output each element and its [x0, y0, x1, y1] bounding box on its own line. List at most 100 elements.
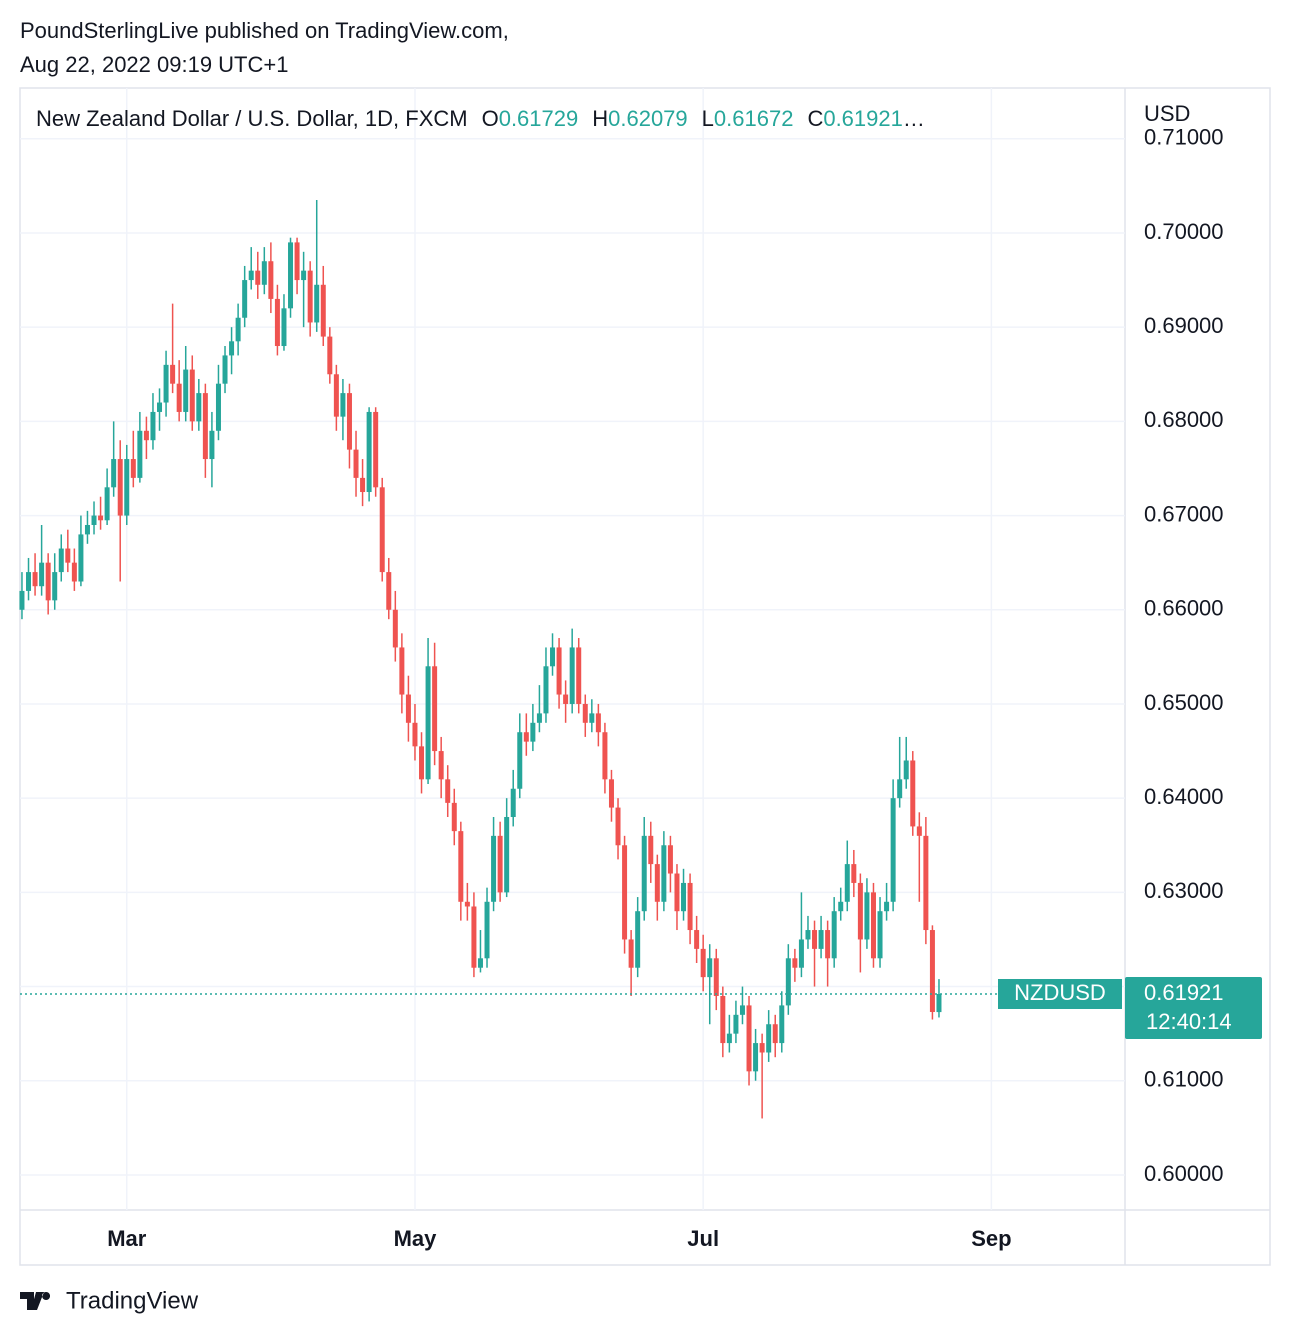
- candle-body: [936, 994, 942, 1013]
- candle-body: [419, 746, 425, 780]
- candle-body: [19, 590, 25, 610]
- candle-body: [556, 647, 562, 695]
- candle-body: [576, 647, 582, 704]
- candle-body: [707, 958, 713, 978]
- candle-body: [117, 459, 123, 516]
- candle-body: [543, 666, 549, 714]
- candle-body: [327, 336, 333, 375]
- price-tag: [1125, 977, 1262, 1040]
- candle-body: [923, 835, 929, 931]
- candle-body: [445, 779, 451, 803]
- candle-body: [530, 722, 536, 742]
- candle-body: [563, 694, 569, 704]
- candle-body: [170, 364, 176, 384]
- candle-body: [176, 383, 182, 412]
- candle-body: [897, 779, 903, 799]
- price-label: 0.61921: [1144, 980, 1224, 1005]
- candle-body: [569, 647, 575, 704]
- candle-body: [45, 562, 51, 601]
- candle-body: [772, 1024, 778, 1044]
- candle-body: [851, 864, 857, 883]
- candle-body: [222, 355, 228, 384]
- y-tick-label: 0.64000: [1144, 784, 1224, 809]
- candle-body: [550, 647, 556, 667]
- candle-body: [818, 930, 824, 949]
- candle-body: [399, 647, 405, 695]
- candle-body: [510, 788, 516, 818]
- candle-body: [667, 845, 673, 874]
- candle-body: [143, 430, 149, 441]
- candle-body: [104, 487, 110, 521]
- candle-body: [890, 798, 896, 902]
- candle-body: [857, 882, 863, 940]
- countdown: 12:40:14: [1146, 1009, 1232, 1034]
- candle-body: [504, 817, 510, 893]
- candle-body: [608, 779, 614, 808]
- candle-body: [589, 713, 595, 723]
- candle-body: [196, 393, 202, 422]
- candle-body: [320, 284, 326, 337]
- logo: TradingView: [20, 1287, 199, 1314]
- candle-body: [209, 430, 215, 460]
- candle-body: [497, 835, 503, 893]
- candle-body: [346, 393, 352, 450]
- candle-body: [458, 831, 464, 902]
- axis-header-bg: [1126, 89, 1269, 141]
- candle-body: [84, 524, 90, 535]
- candle-body: [288, 242, 294, 309]
- candle-body: [831, 911, 837, 959]
- ellipsis: …: [903, 106, 925, 131]
- candle-body: [916, 826, 922, 836]
- x-tick-label: Jul: [687, 1226, 719, 1251]
- candle-body: [884, 901, 890, 912]
- candle-body: [805, 930, 811, 940]
- candle-body: [215, 383, 221, 431]
- candle-body: [340, 393, 346, 417]
- candle-body: [674, 873, 680, 912]
- candle-body: [491, 835, 497, 902]
- y-tick-label: 0.61000: [1144, 1067, 1224, 1092]
- candle-body: [700, 948, 706, 978]
- candle-body: [314, 284, 320, 323]
- symbol-label: NZDUSD: [1014, 980, 1106, 1005]
- legend: New Zealand Dollar / U.S. Dollar, 1D, FX…: [36, 106, 925, 131]
- candle-body: [798, 939, 804, 968]
- candle-body: [65, 548, 71, 563]
- candle-body: [353, 449, 359, 478]
- candle-body: [137, 430, 143, 478]
- candle-body: [26, 572, 32, 591]
- y-tick-label: 0.60000: [1144, 1161, 1224, 1186]
- candle-body: [392, 609, 398, 648]
- candle-body: [746, 1005, 752, 1072]
- candle-body: [451, 802, 457, 832]
- candle-body: [229, 341, 235, 356]
- candle-body: [635, 911, 641, 968]
- y-tick-label: 0.63000: [1144, 878, 1224, 903]
- y-tick-label: 0.65000: [1144, 690, 1224, 715]
- candle-body: [373, 411, 379, 488]
- candle-body: [124, 459, 130, 516]
- candle-body: [248, 270, 254, 281]
- candle-body: [785, 958, 791, 1006]
- x-tick-label: Mar: [107, 1226, 147, 1251]
- candle-body: [157, 402, 163, 412]
- publisher: PoundSterlingLive published on TradingVi…: [20, 18, 509, 43]
- legend-title: New Zealand Dollar / U.S. Dollar, 1D, FX…: [36, 106, 468, 131]
- candle-body: [870, 892, 876, 959]
- candle-body: [484, 901, 490, 959]
- candle-body: [641, 835, 647, 912]
- candle-body: [183, 369, 189, 412]
- candle-body: [779, 1005, 785, 1044]
- candle-body: [759, 1043, 765, 1053]
- candle-body: [71, 562, 77, 582]
- candle-body: [582, 703, 588, 723]
- candle-body: [648, 835, 654, 865]
- candle-body: [58, 548, 64, 573]
- candle-body: [281, 308, 287, 347]
- x-tick-label: May: [394, 1226, 438, 1251]
- candle-body: [438, 751, 444, 780]
- candle-body: [98, 515, 104, 521]
- candle-body: [628, 939, 634, 968]
- candle-body: [694, 930, 700, 949]
